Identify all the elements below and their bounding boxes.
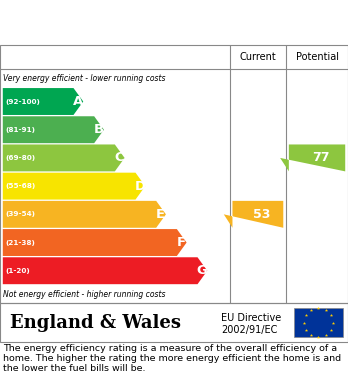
Text: D: D (134, 179, 145, 193)
Text: (1-20): (1-20) (5, 268, 30, 274)
Text: (21-38): (21-38) (5, 240, 35, 246)
Text: England & Wales: England & Wales (10, 314, 181, 332)
Text: Potential: Potential (295, 52, 339, 62)
Text: E: E (156, 208, 165, 221)
Text: (69-80): (69-80) (5, 155, 35, 161)
Text: (55-68): (55-68) (5, 183, 35, 189)
Bar (294, 308, 343, 337)
Text: F: F (177, 236, 186, 249)
Polygon shape (3, 229, 187, 256)
Polygon shape (3, 116, 104, 143)
Text: 77: 77 (312, 151, 329, 165)
Text: Very energy efficient - lower running costs: Very energy efficient - lower running co… (3, 74, 166, 83)
Text: 53: 53 (253, 208, 270, 221)
Polygon shape (3, 201, 166, 228)
Text: EU Directive: EU Directive (221, 313, 281, 323)
Polygon shape (224, 201, 283, 228)
Text: (81-91): (81-91) (5, 127, 35, 133)
Polygon shape (280, 144, 345, 171)
Text: Not energy efficient - higher running costs: Not energy efficient - higher running co… (3, 290, 166, 299)
Text: A: A (73, 95, 83, 108)
Text: Current: Current (239, 52, 276, 62)
Text: G: G (197, 264, 207, 277)
Polygon shape (3, 173, 145, 199)
Text: 2002/91/EC: 2002/91/EC (221, 325, 277, 335)
Text: The energy efficiency rating is a measure of the overall efficiency of a home. T: The energy efficiency rating is a measur… (3, 344, 342, 373)
Text: B: B (94, 123, 104, 136)
Polygon shape (3, 144, 125, 171)
Text: (92-100): (92-100) (5, 99, 40, 104)
Polygon shape (3, 257, 207, 284)
Text: C: C (114, 151, 124, 165)
Text: (39-54): (39-54) (5, 211, 35, 217)
Polygon shape (3, 88, 83, 115)
Text: Energy Efficiency Rating: Energy Efficiency Rating (10, 15, 232, 30)
